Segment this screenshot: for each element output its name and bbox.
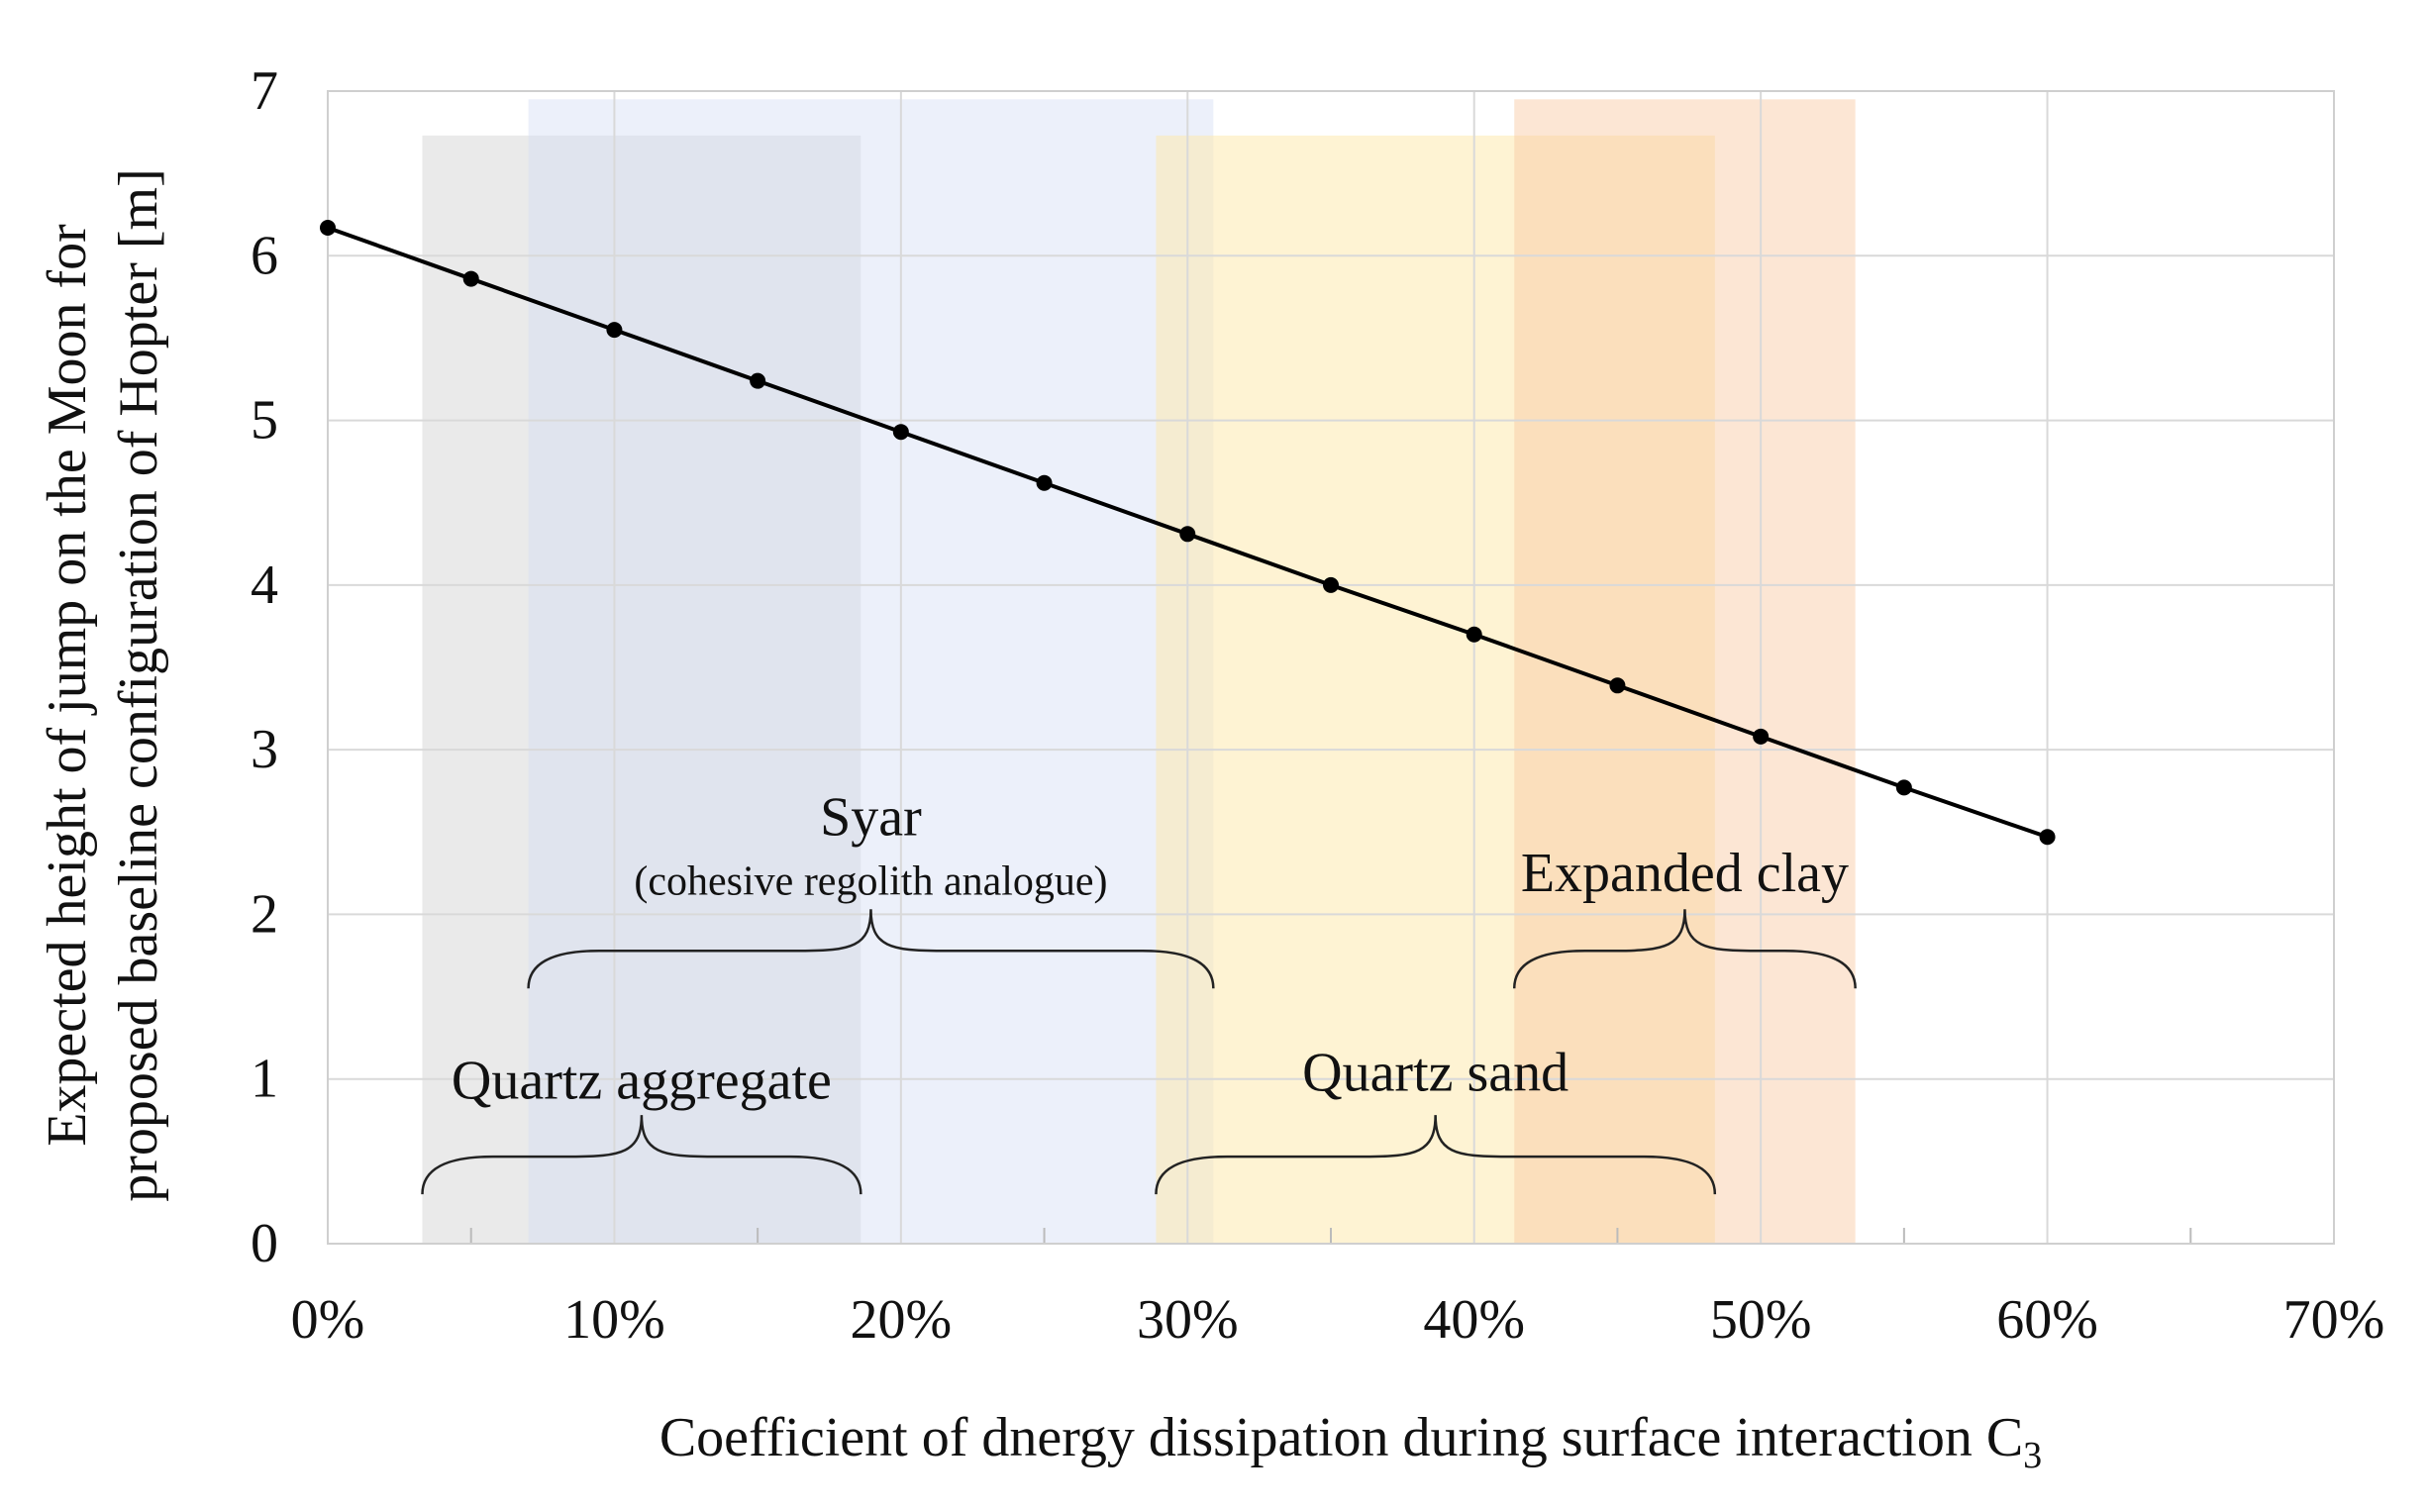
region-sublabel-syar: (cohesive regolith analogue) xyxy=(634,858,1107,904)
x-tick-label: 60% xyxy=(1996,1289,2098,1351)
region-labels: Quartz aggregate Syar (cohesive regolith a… xyxy=(452,787,1849,1112)
data-point xyxy=(892,424,909,441)
y-axis-title: Expected height of jump on the Moon for … xyxy=(37,168,169,1201)
y-tick-label: 0 xyxy=(251,1213,278,1274)
data-point xyxy=(1609,677,1626,694)
y-tick-label: 6 xyxy=(251,225,278,286)
region-quartz-aggregate xyxy=(422,135,861,1245)
plot-frame xyxy=(327,90,2335,1245)
data-point xyxy=(1036,474,1053,491)
x-tick-label: 40% xyxy=(1423,1289,1525,1351)
region-label-syar: Syar xyxy=(820,787,922,849)
data-point xyxy=(320,220,336,237)
region-label-quartz-sand: Quartz sand xyxy=(1302,1042,1569,1103)
y-axis-title-line2: proposed baseline configuration of Hopte… xyxy=(108,168,169,1201)
y-tick-label: 1 xyxy=(251,1049,278,1110)
data-point xyxy=(606,322,623,339)
y-axis-title-line1: Expected height of jump on the Moon for xyxy=(37,224,98,1147)
y-tick-label: 3 xyxy=(251,719,278,780)
y-tick-label: 5 xyxy=(251,390,278,452)
region-syar xyxy=(528,99,1214,1244)
x-axis-title-subscript: 3 xyxy=(2023,1435,2042,1476)
data-point xyxy=(750,372,766,389)
y-tick-label: 2 xyxy=(251,883,278,945)
x-tick-label: 0% xyxy=(291,1289,365,1351)
x-tick-labels: 0% 10% 20% 30% 40% 50% 60% 70% xyxy=(291,1289,2385,1351)
x-tick-label: 20% xyxy=(851,1289,953,1351)
data-point xyxy=(1753,728,1770,745)
region-label-expanded-clay: Expanded clay xyxy=(1521,843,1849,904)
data-point xyxy=(1323,576,1339,593)
data-point xyxy=(462,270,479,287)
data-point xyxy=(1466,626,1482,643)
y-tick-labels: 0 1 2 3 4 5 6 7 xyxy=(251,60,278,1274)
x-axis-title-text: Coefficient of dnergy dissipation during… xyxy=(659,1407,2023,1468)
x-tick-label: 50% xyxy=(1710,1289,1812,1351)
region-expanded-clay xyxy=(1514,99,1856,1244)
x-tick-label: 10% xyxy=(563,1289,665,1351)
region-label-quartz-aggregate: Quartz aggregate xyxy=(452,1051,832,1112)
x-tick-label: 30% xyxy=(1137,1289,1239,1351)
data-point xyxy=(1179,526,1196,543)
y-tick-label: 7 xyxy=(251,60,278,122)
x-axis-title: Coefficient of dnergy dissipation during… xyxy=(659,1407,2042,1476)
y-tick-label: 4 xyxy=(251,554,278,616)
data-point xyxy=(1895,779,1912,796)
x-tick-label: 70% xyxy=(2283,1289,2385,1351)
series xyxy=(320,220,2056,846)
data-point xyxy=(2039,829,2056,846)
